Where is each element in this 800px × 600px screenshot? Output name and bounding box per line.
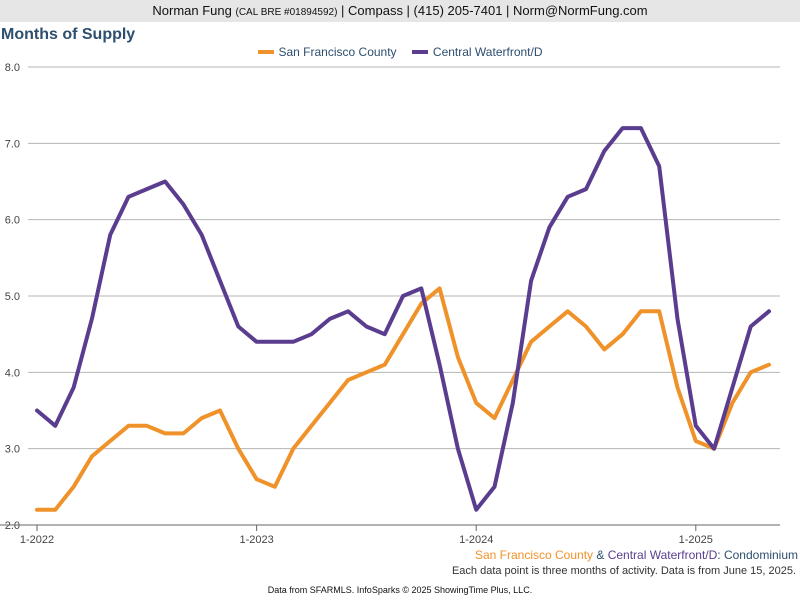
y-tick-label: 3.0: [5, 444, 20, 456]
y-tick-label: 2.0: [5, 520, 20, 532]
y-tick-label: 7.0: [5, 138, 20, 150]
chart-plot: 2.0 3.0 4.0 5.0 6.0 7.0 8.0 1-2022 1-2023 1-2024 1…: [0, 62, 780, 546]
caption-series-b: Central Waterfront/D: [607, 548, 718, 562]
x-tick-label: 1-2025: [679, 534, 713, 546]
contact-details: | Compass | (415) 205-7401 | Norm@NormFu…: [341, 3, 648, 18]
series-line-1: [35, 126, 771, 512]
legend-item-san-francisco[interactable]: San Francisco County: [257, 45, 397, 59]
series-line-0: [35, 286, 771, 512]
y-tick-label: 8.0: [5, 62, 20, 74]
chart-title: Months of Supply: [1, 26, 136, 43]
y-tick-label: 6.0: [5, 215, 20, 227]
legend-swatch: [257, 49, 274, 54]
y-tick-label: 5.0: [5, 291, 20, 303]
caption-suffix: : Condominium: [717, 548, 798, 562]
data-credit: Data from SFARMLS. InfoSparks © 2025 Sho…: [267, 585, 533, 595]
contact-header: Norman Fung (CAL BRE #01894592) | Compas…: [0, 0, 800, 22]
x-tick-label: 1-2024: [459, 534, 493, 546]
agent-name: Norman Fung: [152, 3, 232, 18]
series-caption: San Francisco County & Central Waterfron…: [475, 548, 798, 562]
legend-item-central-waterfront[interactable]: Central Waterfront/D: [411, 45, 543, 59]
legend-label: San Francisco County: [278, 45, 397, 59]
caption-amp: &: [593, 548, 608, 562]
data-note: Each data point is three months of activ…: [451, 565, 796, 577]
legend-swatch: [411, 49, 428, 54]
x-tick-label: 1-2022: [20, 534, 54, 546]
legend-label: Central Waterfront/D: [432, 45, 543, 59]
x-tick-label: 1-2023: [239, 534, 273, 546]
y-tick-label: 4.0: [5, 367, 20, 379]
chart-legend: San Francisco County Central Waterfront/…: [0, 45, 800, 59]
license-number: (CAL BRE #01894592): [235, 7, 338, 18]
caption-series-a: San Francisco County: [474, 548, 594, 562]
